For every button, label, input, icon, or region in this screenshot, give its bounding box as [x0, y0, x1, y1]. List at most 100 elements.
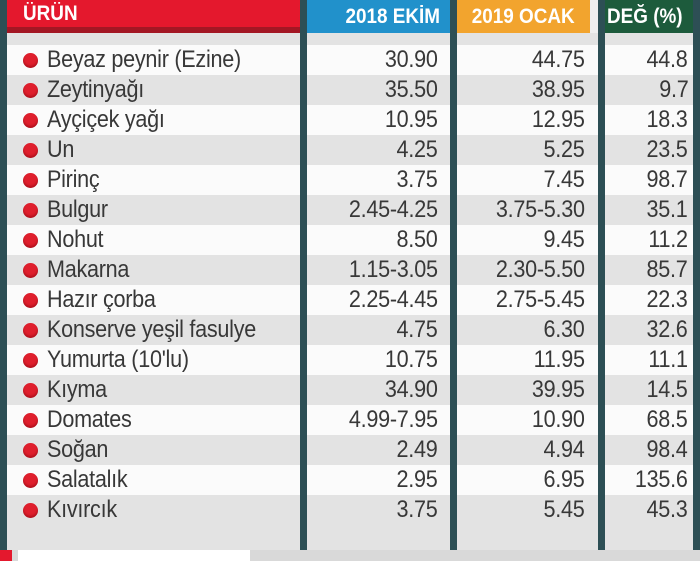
table-left-border [0, 105, 7, 135]
price-2018-cell: 30.90 [307, 45, 450, 75]
column-separator [598, 255, 605, 285]
header-2019-label: 2019 OCAK [472, 4, 575, 28]
price-2018-value: 8.50 [397, 226, 438, 253]
change-percent-cell: 98.7 [605, 165, 693, 195]
red-bullet-icon [23, 82, 38, 98]
table-left-border [0, 495, 7, 525]
price-2018-cell: 2.25-4.45 [307, 285, 450, 315]
price-2019-cell: 7.45 [457, 165, 598, 195]
table-right-border [693, 465, 700, 495]
change-percent-value: 11.1 [648, 346, 689, 373]
price-2019-value: 3.75-5.30 [496, 196, 585, 223]
table-row: Ayçiçek yağı 10.95 12.95 18.3 [0, 105, 700, 135]
price-2018-value: 3.75 [397, 166, 438, 193]
red-bullet-icon [23, 202, 38, 218]
table-left-border [0, 285, 7, 315]
change-percent-value: 68.5 [647, 406, 688, 433]
change-percent-value: 23.5 [647, 136, 688, 163]
price-2019-cell: 38.95 [457, 75, 598, 105]
price-2019-value: 2.75-5.45 [496, 286, 585, 313]
price-2018-cell: 1.15-3.05 [307, 255, 450, 285]
table-row: Zeytinyağı 35.50 38.95 9.7 [0, 75, 700, 105]
change-percent-cell: 18.3 [605, 105, 693, 135]
table-right-border [693, 0, 700, 33]
header-cell-2018: 2018 EKİM [307, 0, 450, 33]
column-separator [450, 0, 457, 33]
price-2019-value: 39.95 [532, 376, 585, 403]
column-separator [300, 435, 307, 465]
product-name: Ayçiçek yağı [47, 106, 165, 133]
header-2018-block: 2018 EKİM [307, 0, 450, 33]
price-2019-cell: 3.75-5.30 [457, 195, 598, 225]
table-right-border [693, 165, 700, 195]
table-right-border [693, 75, 700, 105]
table-left-border [0, 465, 7, 495]
product-cell: Salatalık [7, 465, 300, 495]
table-right-border [693, 405, 700, 435]
price-2018-value: 2.49 [397, 436, 438, 463]
product-cell: Nohut [7, 225, 300, 255]
product-cell: Bulgur [7, 195, 300, 225]
product-cell: Kıvırcık [7, 495, 300, 525]
product-name: Bulgur [47, 196, 108, 223]
price-2019-value: 10.90 [532, 406, 585, 433]
change-percent-value: 35.1 [647, 196, 688, 223]
product-cell: Domates [7, 405, 300, 435]
table-row: Konserve yeşil fasulye 4.75 6.30 32.6 [0, 315, 700, 345]
column-separator [450, 195, 457, 225]
header-cell-urun: ÜRÜN [7, 0, 300, 33]
price-2019-value: 38.95 [532, 76, 585, 103]
table-row: Pirinç 3.75 7.45 98.7 [0, 165, 700, 195]
table-row: Yumurta (10'lu) 10.75 11.95 11.1 [0, 345, 700, 375]
product-name: Pirinç [47, 166, 100, 193]
red-bullet-icon [23, 172, 38, 188]
change-percent-value: 98.4 [647, 436, 688, 463]
bottom-white-box [18, 550, 250, 561]
product-name: Makarna [47, 256, 130, 283]
change-percent-cell: 23.5 [605, 135, 693, 165]
price-2019-value: 5.25 [544, 136, 585, 163]
product-name: Yumurta (10'lu) [47, 346, 189, 373]
price-2018-cell: 34.90 [307, 375, 450, 405]
table-right-border [693, 225, 700, 255]
price-2018-value: 4.75 [397, 316, 438, 343]
product-name: Beyaz peynir (Ezine) [47, 46, 241, 73]
price-2019-value: 2.30-5.50 [496, 256, 585, 283]
column-separator [300, 285, 307, 315]
price-2018-cell: 2.95 [307, 465, 450, 495]
price-2018-value: 2.25-4.45 [349, 286, 438, 313]
red-bullet-icon [23, 442, 38, 458]
product-name: Zeytinyağı [47, 76, 144, 103]
product-name: Domates [47, 406, 132, 433]
price-2019-cell: 11.95 [457, 345, 598, 375]
column-separator [450, 255, 457, 285]
price-2019-cell: 4.94 [457, 435, 598, 465]
product-name: Kıvırcık [47, 496, 117, 523]
column-separator [450, 75, 457, 105]
change-percent-cell: 44.8 [605, 45, 693, 75]
table-right-border [693, 435, 700, 465]
column-separator [300, 45, 307, 75]
change-percent-cell: 9.7 [605, 75, 693, 105]
header-deg-label: DEĞ (%) [607, 4, 683, 28]
column-separator [450, 495, 457, 525]
table-left-border [0, 375, 7, 405]
price-2018-value: 4.99-7.95 [349, 406, 438, 433]
table-left-border [0, 225, 7, 255]
column-separator [598, 135, 605, 165]
table-left-border [0, 195, 7, 225]
column-separator [598, 225, 605, 255]
price-2018-cell: 2.45-4.25 [307, 195, 450, 225]
column-separator [450, 315, 457, 345]
price-2019-value: 9.45 [544, 226, 585, 253]
price-2018-value: 34.90 [385, 376, 438, 403]
table-row: Nohut 8.50 9.45 11.2 [0, 225, 700, 255]
column-separator [300, 135, 307, 165]
column-separator [300, 165, 307, 195]
column-separator [598, 105, 605, 135]
column-separator [300, 405, 307, 435]
column-separator [300, 105, 307, 135]
header-cell-2019: 2019 OCAK [457, 0, 598, 33]
change-percent-cell: 68.5 [605, 405, 693, 435]
change-percent-value: 85.7 [647, 256, 688, 283]
